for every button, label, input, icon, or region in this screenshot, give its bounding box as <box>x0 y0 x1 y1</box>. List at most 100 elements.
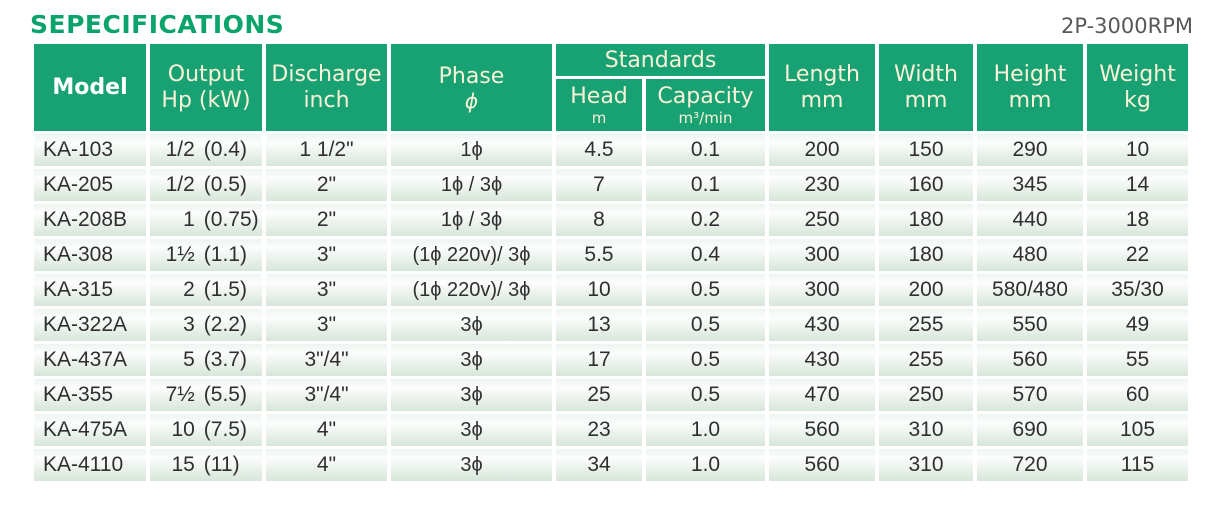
column-header-head: Head m <box>556 79 642 131</box>
cell-head-value: 7 <box>593 173 605 196</box>
cell-weight-value: 55 <box>1125 348 1150 371</box>
cell-capacity: 0.5 <box>646 379 766 411</box>
cell-model: KA-475A <box>34 414 146 446</box>
cell-width: 250 <box>879 379 974 411</box>
cell-discharge-value: 4" <box>316 453 337 476</box>
cell-head-value: 34 <box>587 453 611 476</box>
cell-phase: 3ϕ <box>391 449 552 481</box>
output-kw: (3.7) <box>203 348 247 371</box>
cell-width-value: 180 <box>908 208 944 231</box>
cell-head: 17 <box>556 344 642 376</box>
cell-length: 200 <box>769 134 876 166</box>
cell-length: 300 <box>769 239 876 271</box>
cell-head: 8 <box>556 204 642 236</box>
table-row: KA-322A 3 (2.2) 3" 3ϕ 13 0.5 430 255 550 49 <box>34 309 1189 341</box>
cell-width: 255 <box>879 344 974 376</box>
cell-length-value: 300 <box>804 278 840 301</box>
cell-height-value: 550 <box>1012 313 1048 336</box>
cell-width-value: 150 <box>908 138 944 161</box>
cell-output: 1 (0.75) <box>150 204 262 236</box>
cell-weight-value: 105 <box>1119 418 1156 441</box>
cell-capacity: 1.0 <box>646 449 766 481</box>
cell-capacity: 0.4 <box>646 239 766 271</box>
cell-model: KA-205 <box>34 169 146 201</box>
cell-length: 230 <box>769 169 876 201</box>
output-value: 1 (0.75) <box>150 208 262 232</box>
cell-head: 7 <box>556 169 642 201</box>
column-header-length-label: Length <box>784 62 860 87</box>
cell-capacity-value: 0.5 <box>690 313 721 336</box>
top-bar: SEPECIFICATIONS 2P-3000RPM <box>30 6 1193 40</box>
cell-weight: 49 <box>1087 309 1189 341</box>
cell-length: 430 <box>769 309 876 341</box>
cell-discharge-value: 3" <box>316 278 337 301</box>
cell-capacity: 0.5 <box>646 344 766 376</box>
column-header-width-unit: mm <box>904 88 948 113</box>
cell-model: KA-322A <box>34 309 146 341</box>
output-value: 5 (3.7) <box>150 348 262 372</box>
cell-height: 290 <box>977 134 1084 166</box>
column-header-model: Model <box>34 44 146 131</box>
cell-length: 300 <box>769 274 876 306</box>
column-header-length-unit: mm <box>800 88 844 113</box>
column-header-model-label: Model <box>52 75 128 100</box>
cell-head-value: 10 <box>587 278 611 301</box>
cell-width: 150 <box>879 134 974 166</box>
cell-height: 690 <box>977 414 1084 446</box>
cell-weight-value: 18 <box>1125 208 1150 231</box>
cell-width: 200 <box>879 274 974 306</box>
cell-length: 560 <box>769 414 876 446</box>
cell-discharge: 3"/4" <box>266 379 387 411</box>
cell-phase-value: 3ϕ <box>460 313 483 336</box>
cell-weight: 115 <box>1087 449 1189 481</box>
cell-discharge: 3" <box>266 239 387 271</box>
cell-output: 2 (1.5) <box>150 274 262 306</box>
cell-capacity-value: 0.5 <box>690 278 721 301</box>
cell-model: KA-4110 <box>34 449 146 481</box>
column-header-capacity-label: Capacity <box>657 84 754 109</box>
cell-phase: 1ϕ / 3ϕ <box>391 169 552 201</box>
output-hp: 3 <box>183 313 195 336</box>
cell-phase-value: 3ϕ <box>460 418 483 441</box>
cell-weight-value: 115 <box>1120 453 1155 476</box>
output-hp: 1/2 <box>165 173 195 196</box>
cell-capacity: 0.1 <box>646 169 766 201</box>
cell-discharge: 2" <box>266 204 387 236</box>
column-header-phase-label: Phase <box>438 63 505 89</box>
cell-width-value: 180 <box>908 243 944 266</box>
table-body: KA-103 1/2 (0.4) 1 1/2" 1ϕ 4.5 0.1 200 150 290 10 K… <box>34 134 1189 481</box>
cell-head: 34 <box>556 449 642 481</box>
cell-model-value: KA-205 <box>43 173 114 196</box>
cell-capacity-value: 1.0 <box>690 453 721 476</box>
cell-capacity-value: 0.2 <box>690 208 721 231</box>
cell-height-value: 570 <box>1012 383 1048 406</box>
cell-discharge-value: 4" <box>316 418 337 441</box>
cell-width-value: 310 <box>908 453 944 476</box>
cell-output: 1/2 (0.5) <box>150 169 262 201</box>
cell-length-value: 200 <box>804 138 840 161</box>
rpm-label: 2P-3000RPM <box>1061 14 1193 38</box>
output-hp: 15 <box>171 453 195 476</box>
cell-phase-value: 1ϕ <box>460 138 483 161</box>
output-hp: 1 <box>183 208 195 231</box>
cell-head-value: 23 <box>587 418 611 441</box>
cell-length: 560 <box>769 449 876 481</box>
cell-model-value: KA-315 <box>43 278 114 301</box>
cell-phase-value: 1ϕ / 3ϕ <box>440 173 503 196</box>
cell-model-value: KA-322A <box>43 313 128 336</box>
table-row: KA-103 1/2 (0.4) 1 1/2" 1ϕ 4.5 0.1 200 150 290 10 <box>34 134 1189 166</box>
output-value: 15 (11) <box>150 453 262 477</box>
output-kw: (0.4) <box>203 138 247 161</box>
cell-height-value: 560 <box>1012 348 1048 371</box>
cell-weight: 60 <box>1087 379 1189 411</box>
output-kw: (11) <box>203 453 240 476</box>
cell-length-value: 230 <box>804 173 840 196</box>
cell-capacity-value: 0.5 <box>690 383 721 406</box>
output-kw: (7.5) <box>203 418 247 441</box>
output-value: 1/2 (0.4) <box>150 138 262 162</box>
cell-length: 470 <box>769 379 876 411</box>
output-kw: (0.75) <box>203 208 259 231</box>
column-header-length: Length mm <box>769 44 876 131</box>
cell-model-value: KA-475A <box>43 418 128 441</box>
column-header-standards-label: Standards <box>604 47 717 73</box>
